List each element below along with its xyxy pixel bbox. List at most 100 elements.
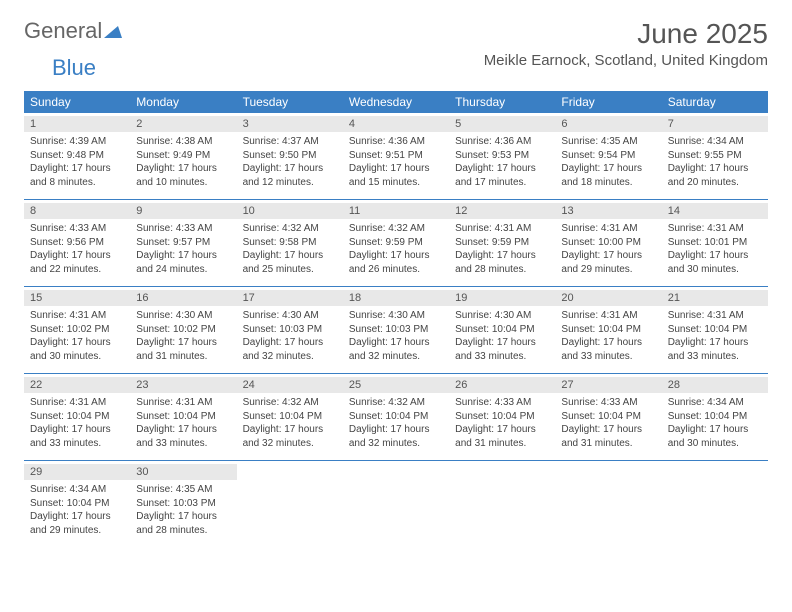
day-number: 6: [555, 116, 661, 132]
day-cell: 19 Sunrise: 4:30 AMSunset: 10:04 PMDaylig…: [449, 287, 555, 373]
weekday-label: Monday: [130, 91, 236, 113]
day-cell: 2 Sunrise: 4:38 AMSunset: 9:49 PMDaylight…: [130, 113, 236, 199]
day-cell: 1 Sunrise: 4:39 AMSunset: 9:48 PMDaylight…: [24, 113, 130, 199]
week-row: 29 Sunrise: 4:34 AMSunset: 10:04 PMDaylig…: [24, 461, 768, 547]
day-number: 22: [24, 377, 130, 393]
week-row: 8 Sunrise: 4:33 AMSunset: 9:56 PMDaylight…: [24, 200, 768, 287]
empty-cell: [237, 461, 343, 547]
day-number: 10: [237, 203, 343, 219]
weekday-label: Sunday: [24, 91, 130, 113]
weeks-container: 1 Sunrise: 4:39 AMSunset: 9:48 PMDaylight…: [24, 113, 768, 547]
day-cell: 15Sunrise: 4:31 AMSunset: 10:02 PMDaylig…: [24, 287, 130, 373]
day-cell: 18Sunrise: 4:30 AMSunset: 10:03 PMDaylig…: [343, 287, 449, 373]
day-details: Sunrise: 4:31 AMSunset: 10:04 PMDaylight…: [561, 309, 655, 363]
day-details: Sunrise: 4:31 AMSunset: 10:04 PMDaylight…: [668, 309, 762, 363]
day-details: Sunrise: 4:34 AMSunset: 10:04 PMDaylight…: [668, 396, 762, 450]
day-details: Sunrise: 4:34 AMSunset: 10:04 PMDaylight…: [30, 483, 124, 537]
day-details: Sunrise: 4:37 AMSunset: 9:50 PMDaylight:…: [243, 135, 337, 189]
day-number: 15: [24, 290, 130, 306]
day-number: 25: [343, 377, 449, 393]
day-details: Sunrise: 4:31 AMSunset: 9:59 PMDaylight:…: [455, 222, 549, 276]
day-cell: 16Sunrise: 4:30 AMSunset: 10:02 PMDaylig…: [130, 287, 236, 373]
title-block: June 2025 Meikle Earnock, Scotland, Unit…: [484, 18, 768, 69]
day-cell: 30Sunrise: 4:35 AMSunset: 10:03 PMDaylig…: [130, 461, 236, 547]
logo: General: [24, 18, 122, 44]
week-row: 1 Sunrise: 4:39 AMSunset: 9:48 PMDaylight…: [24, 113, 768, 200]
empty-cell: [555, 461, 661, 547]
day-number: 29: [24, 464, 130, 480]
day-cell: 3 Sunrise: 4:37 AMSunset: 9:50 PMDaylight…: [237, 113, 343, 199]
day-details: Sunrise: 4:38 AMSunset: 9:49 PMDaylight:…: [136, 135, 230, 189]
day-number: 5: [449, 116, 555, 132]
empty-cell: [449, 461, 555, 547]
day-number: 3: [237, 116, 343, 132]
day-details: Sunrise: 4:39 AMSunset: 9:48 PMDaylight:…: [30, 135, 124, 189]
location: Meikle Earnock, Scotland, United Kingdom: [484, 52, 768, 69]
day-number: 26: [449, 377, 555, 393]
day-details: Sunrise: 4:33 AMSunset: 9:57 PMDaylight:…: [136, 222, 230, 276]
day-cell: 27 Sunrise: 4:33 AMSunset: 10:04 PMDaylig…: [555, 374, 661, 460]
day-details: Sunrise: 4:33 AMSunset: 9:56 PMDaylight:…: [30, 222, 124, 276]
weekday-label: Saturday: [662, 91, 768, 113]
day-number: 1: [24, 116, 130, 132]
day-details: Sunrise: 4:31 AMSunset: 10:01 PMDaylight…: [668, 222, 762, 276]
day-number: 20: [555, 290, 661, 306]
day-cell: 21 Sunrise: 4:31 AMSunset: 10:04 PMDaylig…: [662, 287, 768, 373]
week-row: 22 Sunrise: 4:31 AMSunset: 10:04 PMDaylig…: [24, 374, 768, 461]
day-details: Sunrise: 4:34 AMSunset: 9:55 PMDaylight:…: [668, 135, 762, 189]
day-number: 16: [130, 290, 236, 306]
day-details: Sunrise: 4:35 AMSunset: 10:03 PMDaylight…: [136, 483, 230, 537]
day-cell: 13 Sunrise: 4:31 AMSunset: 10:00 PMDaylig…: [555, 200, 661, 286]
day-details: Sunrise: 4:30 AMSunset: 10:04 PMDaylight…: [455, 309, 549, 363]
day-details: Sunrise: 4:33 AMSunset: 10:04 PMDaylight…: [561, 396, 655, 450]
day-cell: 4 Sunrise: 4:36 AMSunset: 9:51 PMDaylight…: [343, 113, 449, 199]
day-cell: 12 Sunrise: 4:31 AMSunset: 9:59 PMDayligh…: [449, 200, 555, 286]
day-details: Sunrise: 4:32 AMSunset: 10:04 PMDaylight…: [349, 396, 443, 450]
day-number: 27: [555, 377, 661, 393]
day-number: 24: [237, 377, 343, 393]
weekday-header-row: SundayMondayTuesdayWednesdayThursdayFrid…: [24, 91, 768, 113]
day-details: Sunrise: 4:32 AMSunset: 9:58 PMDaylight:…: [243, 222, 337, 276]
day-number: 11: [343, 203, 449, 219]
day-details: Sunrise: 4:35 AMSunset: 9:54 PMDaylight:…: [561, 135, 655, 189]
day-details: Sunrise: 4:33 AMSunset: 10:04 PMDaylight…: [455, 396, 549, 450]
day-cell: 23Sunrise: 4:31 AMSunset: 10:04 PMDaylig…: [130, 374, 236, 460]
day-number: 13: [555, 203, 661, 219]
day-details: Sunrise: 4:32 AMSunset: 10:04 PMDaylight…: [243, 396, 337, 450]
day-cell: 22 Sunrise: 4:31 AMSunset: 10:04 PMDaylig…: [24, 374, 130, 460]
day-cell: 29 Sunrise: 4:34 AMSunset: 10:04 PMDaylig…: [24, 461, 130, 547]
day-number: 23: [130, 377, 236, 393]
day-cell: 7 Sunrise: 4:34 AMSunset: 9:55 PMDaylight…: [662, 113, 768, 199]
day-number: 8: [24, 203, 130, 219]
day-cell: 28 Sunrise: 4:34 AMSunset: 10:04 PMDaylig…: [662, 374, 768, 460]
day-cell: 8 Sunrise: 4:33 AMSunset: 9:56 PMDaylight…: [24, 200, 130, 286]
day-cell: 14 Sunrise: 4:31 AMSunset: 10:01 PMDaylig…: [662, 200, 768, 286]
day-details: Sunrise: 4:36 AMSunset: 9:51 PMDaylight:…: [349, 135, 443, 189]
weekday-label: Thursday: [449, 91, 555, 113]
empty-cell: [662, 461, 768, 547]
empty-cell: [343, 461, 449, 547]
logo-text-1: General: [24, 18, 102, 44]
day-number: 2: [130, 116, 236, 132]
logo-text-2: Blue: [52, 55, 96, 80]
day-details: Sunrise: 4:32 AMSunset: 9:59 PMDaylight:…: [349, 222, 443, 276]
day-cell: 20 Sunrise: 4:31 AMSunset: 10:04 PMDaylig…: [555, 287, 661, 373]
day-number: 19: [449, 290, 555, 306]
day-cell: 24 Sunrise: 4:32 AMSunset: 10:04 PMDaylig…: [237, 374, 343, 460]
day-number: 17: [237, 290, 343, 306]
day-number: 28: [662, 377, 768, 393]
day-cell: 6 Sunrise: 4:35 AMSunset: 9:54 PMDaylight…: [555, 113, 661, 199]
calendar: SundayMondayTuesdayWednesdayThursdayFrid…: [24, 91, 768, 547]
day-number: 14: [662, 203, 768, 219]
day-number: 7: [662, 116, 768, 132]
day-number: 9: [130, 203, 236, 219]
day-details: Sunrise: 4:36 AMSunset: 9:53 PMDaylight:…: [455, 135, 549, 189]
day-number: 12: [449, 203, 555, 219]
day-details: Sunrise: 4:31 AMSunset: 10:04 PMDaylight…: [30, 396, 124, 450]
day-number: 21: [662, 290, 768, 306]
day-cell: 11 Sunrise: 4:32 AMSunset: 9:59 PMDayligh…: [343, 200, 449, 286]
day-cell: 17 Sunrise: 4:30 AMSunset: 10:03 PMDaylig…: [237, 287, 343, 373]
day-number: 4: [343, 116, 449, 132]
day-details: Sunrise: 4:30 AMSunset: 10:03 PMDaylight…: [243, 309, 337, 363]
day-details: Sunrise: 4:31 AMSunset: 10:00 PMDaylight…: [561, 222, 655, 276]
